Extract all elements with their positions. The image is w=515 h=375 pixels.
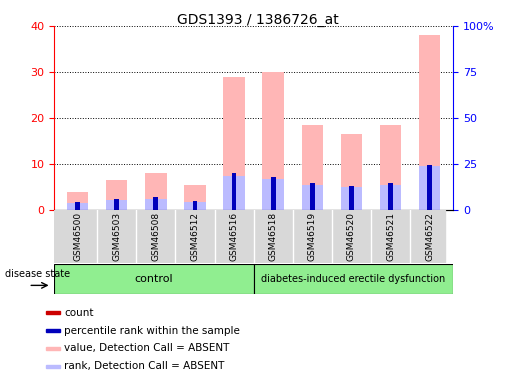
Bar	[419, 36, 440, 210]
Text: GSM46521: GSM46521	[386, 212, 395, 261]
Bar	[106, 200, 127, 210]
Bar	[114, 208, 119, 210]
Bar	[271, 208, 276, 210]
Bar	[46, 364, 60, 368]
Bar	[419, 166, 440, 210]
Text: GDS1393 / 1386726_at: GDS1393 / 1386726_at	[177, 13, 338, 27]
Text: diabetes-induced erectile dysfunction: diabetes-induced erectile dysfunction	[261, 274, 445, 284]
Bar	[145, 198, 166, 210]
Text: disease state: disease state	[5, 269, 70, 279]
Bar	[46, 311, 60, 314]
Bar	[302, 125, 323, 210]
Bar	[310, 183, 315, 210]
Text: percentile rank within the sample: percentile rank within the sample	[64, 326, 240, 336]
Bar	[153, 197, 158, 210]
Bar	[427, 208, 432, 210]
Bar	[427, 165, 432, 210]
Bar	[193, 201, 197, 210]
Text: control: control	[134, 274, 173, 284]
Bar	[153, 208, 158, 210]
Bar	[302, 185, 323, 210]
FancyBboxPatch shape	[54, 264, 253, 294]
Text: GSM46518: GSM46518	[269, 211, 278, 261]
Text: GSM46500: GSM46500	[73, 211, 82, 261]
Bar	[341, 187, 362, 210]
Bar	[67, 192, 88, 210]
Text: GSM46519: GSM46519	[308, 211, 317, 261]
Bar	[349, 208, 354, 210]
Text: count: count	[64, 308, 94, 318]
Text: GSM46516: GSM46516	[230, 211, 238, 261]
Text: GSM46503: GSM46503	[112, 211, 121, 261]
Bar	[75, 208, 80, 210]
Bar	[349, 186, 354, 210]
Bar	[145, 173, 166, 210]
Bar	[263, 72, 284, 210]
Bar	[388, 208, 393, 210]
Bar	[67, 203, 88, 210]
Bar	[388, 183, 393, 210]
Bar	[193, 208, 197, 210]
Bar	[380, 185, 401, 210]
Bar	[380, 125, 401, 210]
Bar	[232, 208, 236, 210]
Bar	[341, 134, 362, 210]
Bar	[184, 202, 205, 210]
Bar	[184, 185, 205, 210]
Bar	[75, 202, 80, 210]
Bar	[224, 77, 245, 210]
Bar	[271, 177, 276, 210]
Text: GSM46512: GSM46512	[191, 212, 199, 261]
Bar	[114, 198, 119, 210]
FancyBboxPatch shape	[253, 264, 453, 294]
Bar	[46, 347, 60, 350]
Text: value, Detection Call = ABSENT: value, Detection Call = ABSENT	[64, 344, 230, 354]
Text: GSM46508: GSM46508	[151, 211, 160, 261]
Text: rank, Detection Call = ABSENT: rank, Detection Call = ABSENT	[64, 361, 225, 371]
Bar	[232, 173, 236, 210]
Text: GSM46520: GSM46520	[347, 212, 356, 261]
Bar	[46, 329, 60, 332]
Bar	[310, 208, 315, 210]
Text: GSM46522: GSM46522	[425, 212, 434, 261]
Bar	[224, 176, 245, 210]
Bar	[106, 180, 127, 210]
Bar	[263, 179, 284, 210]
